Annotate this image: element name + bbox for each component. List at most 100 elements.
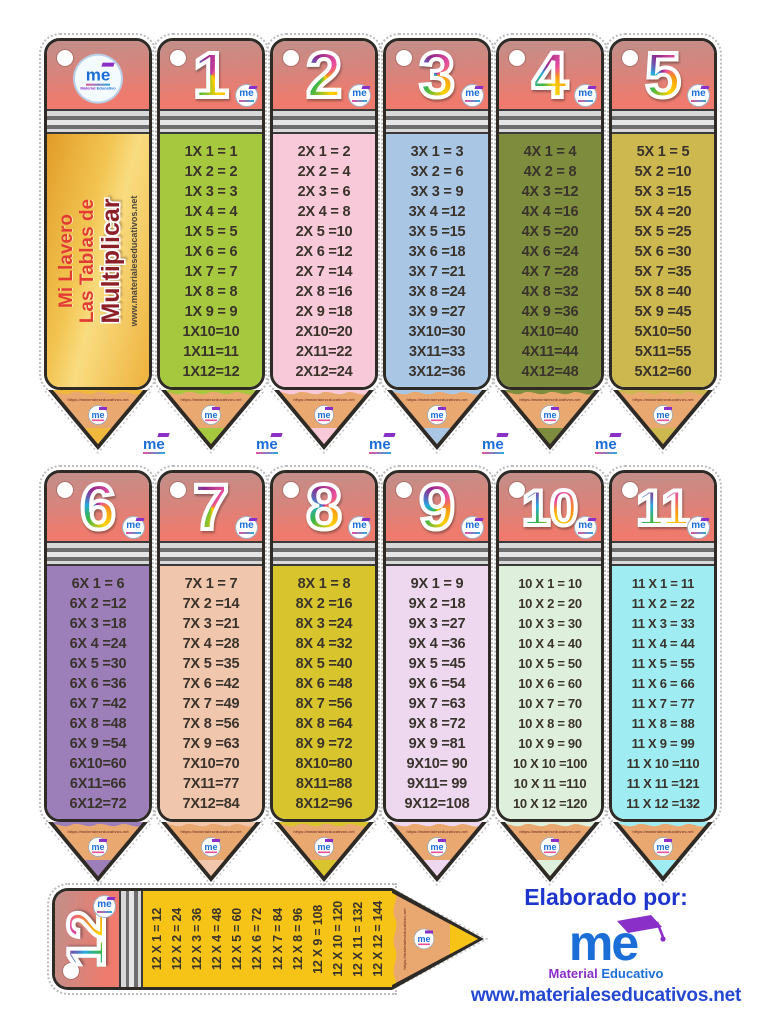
pencil-bookmark: 11 me 11 X 1 = 11 11 X 2 = 22 11 X 3 = 33 1… bbox=[604, 465, 722, 886]
title-rotated-text: Mi Llavero Las Tablas de Multiplicar www… bbox=[49, 136, 147, 386]
bookmark-row-2: 6 me 6X 1 = 6 6X 2 =12 6X 3 =18 6X 4 =24 6X … bbox=[39, 465, 722, 886]
svg-text:https://materialeseducativos.n: https://materialeseducativos.net bbox=[180, 397, 242, 402]
punch-hole bbox=[283, 482, 299, 498]
multiplication-line: 9X 7 =63 bbox=[408, 696, 466, 712]
pencil-bookmark: 1 me 1X 1 = 1 1X 2 = 2 1X 3 = 3 1X 4 = 4 1X … bbox=[152, 33, 270, 454]
punch-hole bbox=[57, 482, 73, 498]
multiplication-line: 5X 6 =30 bbox=[634, 244, 692, 260]
multiplication-line: 6X 8 =48 bbox=[69, 716, 127, 732]
multiplication-line: 9X 8 =72 bbox=[408, 716, 466, 732]
multiplication-line: 6X11=66 bbox=[69, 776, 127, 792]
multiplication-line: 8X12=96 bbox=[295, 796, 353, 812]
multiplication-line: 8X 3 =24 bbox=[295, 616, 353, 632]
pencil-tip: https://materialeseducativos.net me bbox=[496, 822, 604, 886]
punch-hole bbox=[283, 50, 299, 66]
pencil-outline: 11 me 11 X 1 = 11 11 X 2 = 22 11 X 3 = 33 1… bbox=[604, 465, 722, 827]
multiplication-line: 1X 3 = 3 bbox=[184, 184, 238, 200]
pencil-number: 7 bbox=[191, 471, 231, 543]
multiplication-line: 4X 4 =16 bbox=[521, 204, 579, 220]
multiplication-line: 4X11=44 bbox=[521, 344, 579, 360]
multiplication-line: 4X 7 =28 bbox=[521, 264, 579, 280]
eraser: 9 me bbox=[386, 473, 488, 541]
eraser: 3 me bbox=[386, 41, 488, 109]
pencil-outline: 6 me 6X 1 = 6 6X 2 =12 6X 3 =18 6X 4 =24 6X … bbox=[39, 465, 157, 827]
website-url: www.materialeseducativos.net bbox=[470, 985, 742, 1006]
ferrule bbox=[386, 541, 488, 566]
me-logo-badge: me Material Educativo bbox=[75, 55, 121, 102]
multiplication-line: 6X 2 =12 bbox=[69, 596, 127, 612]
pencil-number: 6 bbox=[78, 471, 118, 543]
svg-text:me: me bbox=[204, 842, 217, 852]
multiplication-line: 6X 5 =30 bbox=[69, 656, 127, 672]
multiplication-line: 11 X 6 = 66 bbox=[631, 676, 695, 691]
pencil-bookmark: 6 me 6X 1 = 6 6X 2 =12 6X 3 =18 6X 4 =24 6X … bbox=[39, 465, 157, 886]
me-logo-icon: me bbox=[85, 62, 115, 86]
svg-text:https://materialeseducativos.n: https://materialeseducativos.net bbox=[406, 829, 468, 834]
multiplication-line: 11 X 12 =132 bbox=[626, 796, 700, 811]
multiplication-line: 10 X 8 = 80 bbox=[518, 716, 582, 731]
multiplication-line: 5X 1 = 5 bbox=[636, 144, 690, 160]
multiplication-line: 9X 4 =36 bbox=[408, 636, 466, 652]
svg-text:https://materialeseducativos.n: https://materialeseducativos.net bbox=[67, 397, 129, 402]
svg-text:me: me bbox=[91, 410, 104, 420]
ferrule bbox=[499, 109, 601, 134]
multiplication-line: 11 X 2 = 22 bbox=[631, 596, 695, 611]
multiplication-line: 3X 9 =27 bbox=[408, 304, 466, 320]
multiplication-line: 1X 8 = 8 bbox=[184, 284, 238, 300]
multiplication-line: 12 X 10 = 120 bbox=[330, 901, 345, 977]
eraser: me Material Educativo bbox=[47, 41, 149, 109]
logo-caption: Material Educativo bbox=[80, 85, 116, 91]
svg-text:https://materialeseducativos.n: https://materialeseducativos.net bbox=[406, 397, 468, 402]
pencil-tip: https://materialeseducativos.net me bbox=[44, 822, 152, 886]
multiplication-line: 7X 1 = 7 bbox=[184, 576, 238, 592]
svg-text:https://materialeseducativos.n: https://materialeseducativos.net bbox=[632, 829, 694, 834]
elaborado-label: Elaborado por: bbox=[524, 884, 688, 910]
multiplication-line: 7X 7 =49 bbox=[182, 696, 240, 712]
multiplication-line: 10 X 2 = 20 bbox=[518, 596, 582, 611]
multiplication-line: 7X 9 =63 bbox=[182, 736, 240, 752]
multiplication-line: 2X 9 =18 bbox=[295, 304, 353, 320]
pencil-tip: https://materialeseducativos.net me bbox=[609, 822, 717, 886]
multiplication-line: 6X 7 =42 bbox=[69, 696, 127, 712]
multiplication-line: 4X 6 =24 bbox=[521, 244, 579, 260]
me-logo-badge: me bbox=[462, 517, 484, 538]
table-body: 9X 1 = 9 9X 2 =18 9X 3 =27 9X 4 =36 9X 5 =45… bbox=[386, 566, 488, 819]
multiplication-line: 11 X 10 =110 bbox=[626, 756, 700, 771]
table-body: 3X 1 = 3 3X 2 = 6 3X 3 = 9 3X 4 =12 3X 5 =15… bbox=[386, 134, 488, 387]
multiplication-line: 9X 9 =81 bbox=[408, 736, 466, 752]
multiplication-line: 2X 8 =16 bbox=[295, 284, 353, 300]
multiplication-line: 1X 6 = 6 bbox=[184, 244, 238, 260]
pencil-bookmark: 10 me 10 X 1 = 10 10 X 2 = 20 10 X 3 = 30 1… bbox=[491, 465, 609, 886]
me-logo-icon: me bbox=[256, 433, 283, 454]
svg-text:https://materialeseducativos.n: https://materialeseducativos.net bbox=[67, 829, 129, 834]
multiplication-line: 3X 1 = 3 bbox=[410, 144, 464, 160]
multiplication-line: 12 X 2 = 24 bbox=[170, 907, 185, 971]
multiplication-line: 5X 2 =10 bbox=[634, 164, 692, 180]
multiplication-line: 1X10=10 bbox=[182, 324, 240, 340]
multiplication-line: 2X 3 = 6 bbox=[297, 184, 351, 200]
multiplication-line: 2X 2 = 4 bbox=[297, 164, 351, 180]
multiplication-line: 4X 9 =36 bbox=[521, 304, 579, 320]
svg-text:me: me bbox=[656, 842, 669, 852]
pencil-bookmark: 9 me 9X 1 = 9 9X 2 =18 9X 3 =27 9X 4 =36 9X … bbox=[378, 465, 496, 886]
table-body-12: 12 X 1 = 12 12 X 2 = 24 12 X 3 = 36 12 X 4 … bbox=[143, 891, 392, 987]
multiplication-line: 12 X 3 = 36 bbox=[190, 907, 205, 971]
multiplication-line: 11 X 7 = 77 bbox=[631, 696, 695, 711]
pencil-tip: https://materialeseducativos.net me bbox=[157, 390, 265, 454]
multiplication-line: 3X12=36 bbox=[408, 364, 466, 380]
pencil-number: 12 bbox=[56, 908, 118, 970]
table-body: 11 X 1 = 11 11 X 2 = 22 11 X 3 = 33 11 X 4 … bbox=[612, 566, 714, 819]
title-url: www.materialeseducativos.net bbox=[129, 195, 139, 326]
table-body: 6X 1 = 6 6X 2 =12 6X 3 =18 6X 4 =24 6X 5 =30… bbox=[47, 566, 149, 819]
ferrule bbox=[499, 541, 601, 566]
pencil-outline: me Material Educativo Mi Llavero Las Tab… bbox=[39, 33, 157, 395]
multiplication-line: 11 X 1 = 11 bbox=[631, 576, 695, 591]
logo-caption: Material Educativo bbox=[548, 966, 664, 981]
multiplication-line: 2X10=20 bbox=[295, 324, 353, 340]
multiplication-line: 8X 4 =32 bbox=[295, 636, 353, 652]
pencil-bookmark: 7 me 7X 1 = 7 7X 2 =14 7X 3 =21 7X 4 =28 7X … bbox=[152, 465, 270, 886]
svg-text:me: me bbox=[543, 842, 556, 852]
punch-hole bbox=[622, 50, 638, 66]
svg-text:me: me bbox=[656, 410, 669, 420]
pencil-tip: https://materialeseducativos.net me bbox=[157, 822, 265, 886]
